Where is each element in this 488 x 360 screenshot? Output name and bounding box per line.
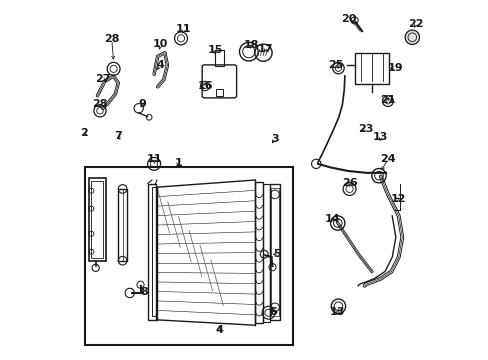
Text: 11: 11 [146,154,162,164]
Text: 13: 13 [372,132,387,142]
Text: 23: 23 [357,124,373,134]
Text: 2: 2 [80,129,87,138]
Text: 7: 7 [114,131,122,141]
Text: 22: 22 [407,19,423,29]
Bar [118,189,127,261]
Bar [271,188,278,316]
Text: 9: 9 [138,99,146,109]
Text: 6: 6 [269,307,277,317]
Text: 4: 4 [156,60,164,70]
Bar [354,53,388,84]
Text: 16: 16 [197,81,212,91]
Bar [152,187,157,316]
Text: 11: 11 [175,24,191,35]
Text: 28: 28 [92,99,108,109]
Text: 28: 28 [104,35,120,44]
Text: 12: 12 [390,194,406,204]
Text: 15: 15 [207,45,223,55]
Bar [90,181,102,258]
Text: 19: 19 [386,63,402,73]
Bar [269,184,280,320]
Text: 21: 21 [379,95,395,105]
Text: 8: 8 [140,287,148,297]
Text: 13: 13 [329,307,345,317]
Text: 18: 18 [244,40,259,50]
Text: 26: 26 [341,178,357,188]
Text: 4: 4 [215,325,223,335]
Text: 24: 24 [379,154,395,164]
Text: 1: 1 [174,158,182,168]
Bar [263,184,269,321]
Text: 3: 3 [271,134,278,144]
Bar [88,178,105,261]
Text: 5: 5 [272,248,280,258]
Text: 10: 10 [152,40,167,49]
Bar [85,167,292,345]
Text: 20: 20 [340,14,355,24]
Circle shape [405,30,419,44]
Bar [215,89,223,96]
Text: 17: 17 [257,44,272,54]
Bar [215,50,223,66]
Bar [255,182,263,323]
Text: 25: 25 [327,60,343,70]
Text: 14: 14 [324,215,340,224]
Bar [147,184,155,320]
Text: 27: 27 [95,74,110,84]
